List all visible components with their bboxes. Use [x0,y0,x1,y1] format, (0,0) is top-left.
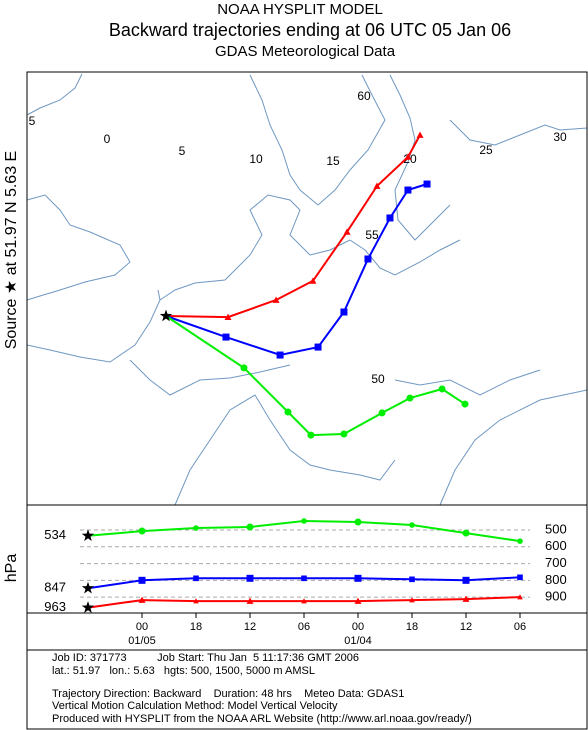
trajectory-line [165,183,428,357]
marker [378,409,386,417]
lon-label: 0 [104,132,111,146]
marker [517,594,523,600]
marker [354,597,362,604]
y-tick-label: 900 [545,589,567,604]
x-tick-label: 18 [406,621,418,633]
marker [246,574,254,582]
lat-label: 55 [365,228,379,242]
marker [301,575,307,582]
trajectory-line [165,315,466,437]
marker [222,333,230,341]
y-tick-label: 500 [545,521,567,536]
x-tick-label: 12 [460,621,472,633]
footer-line: Produced with HYSPLIT from the NOAA ARL … [52,713,472,725]
marker [340,308,348,316]
lon-label: 25 [479,143,493,157]
marker [373,182,381,189]
marker [354,518,362,526]
marker [404,186,412,194]
marker [517,538,523,544]
source-star [81,581,95,594]
marker [138,576,146,584]
marker [240,364,248,372]
marker [364,255,372,263]
trajectory-line [165,134,421,319]
marker [406,394,414,402]
marker [340,430,348,438]
lon-label: 5 [179,144,186,158]
marker [462,576,470,584]
marker [409,522,415,528]
marker [193,525,199,531]
start-level-label: 534 [44,527,66,542]
source-star [159,309,173,322]
marker [246,597,254,604]
title-line: NOAA HYSPLIT MODEL [217,1,383,18]
map-frame [26,71,588,506]
marker [309,277,317,284]
title-line: GDAS Meteorological Data [215,43,396,60]
marker [246,523,254,531]
marker [276,351,284,359]
lon-label: 15 [326,154,340,168]
lon-label: 10 [249,152,263,166]
y-tick-label: 800 [545,572,567,587]
title-line: Backward trajectories ending at 06 UTC 0… [109,20,511,40]
marker [517,574,523,581]
marker [462,529,470,537]
marker [314,343,322,351]
date-label: 01/04 [344,635,372,647]
marker [354,574,362,582]
marker [461,400,469,408]
marker [301,598,307,604]
marker [307,431,315,439]
marker [138,596,146,603]
footer-frame [26,649,588,730]
y-axis-label: hPa [3,554,20,583]
start-level-label: 963 [44,599,66,614]
footer-line: Job ID: 371773 Job Start: Thu Jan 5 11:1… [52,652,359,664]
date-label: 01/05 [128,635,156,647]
start-level-label: 847 [44,580,66,595]
source-star [81,529,95,541]
marker [404,153,412,160]
marker [386,214,394,222]
marker [138,527,146,535]
footer-line: Vertical Motion Calculation Method: Mode… [52,700,338,712]
lon-label: 30 [553,130,567,144]
x-tick-label: 00 [136,621,148,633]
marker [409,597,415,603]
marker [193,575,199,582]
coastlines [26,73,588,506]
x-tick-label: 06 [298,621,310,633]
marker [193,598,199,604]
lat-label: 60 [357,89,371,103]
profile-line [87,519,521,543]
y-tick-label: 600 [545,538,567,553]
lat-label: 50 [371,372,385,386]
marker [462,595,470,602]
marker [409,576,415,583]
lon-label: 5 [29,114,36,128]
footer-line: Trajectory Direction: Backward Duration:… [52,688,404,700]
footer-line: lat.: 51.97 lon.: 5.63 hgts: 500, 1500, … [52,665,315,677]
source-label: Source ★ at 51.97 N 5.63 E [3,151,20,349]
x-tick-label: 00 [352,621,364,633]
x-tick-label: 12 [244,621,256,633]
source-star [81,601,95,613]
marker [301,518,307,524]
marker [423,180,431,188]
marker [284,408,292,416]
x-tick-label: 06 [514,621,526,633]
marker [224,313,232,320]
y-tick-label: 700 [545,555,567,570]
marker [416,131,424,138]
marker [438,385,446,393]
marker [272,296,280,303]
x-tick-label: 18 [190,621,202,633]
marker [343,228,351,235]
